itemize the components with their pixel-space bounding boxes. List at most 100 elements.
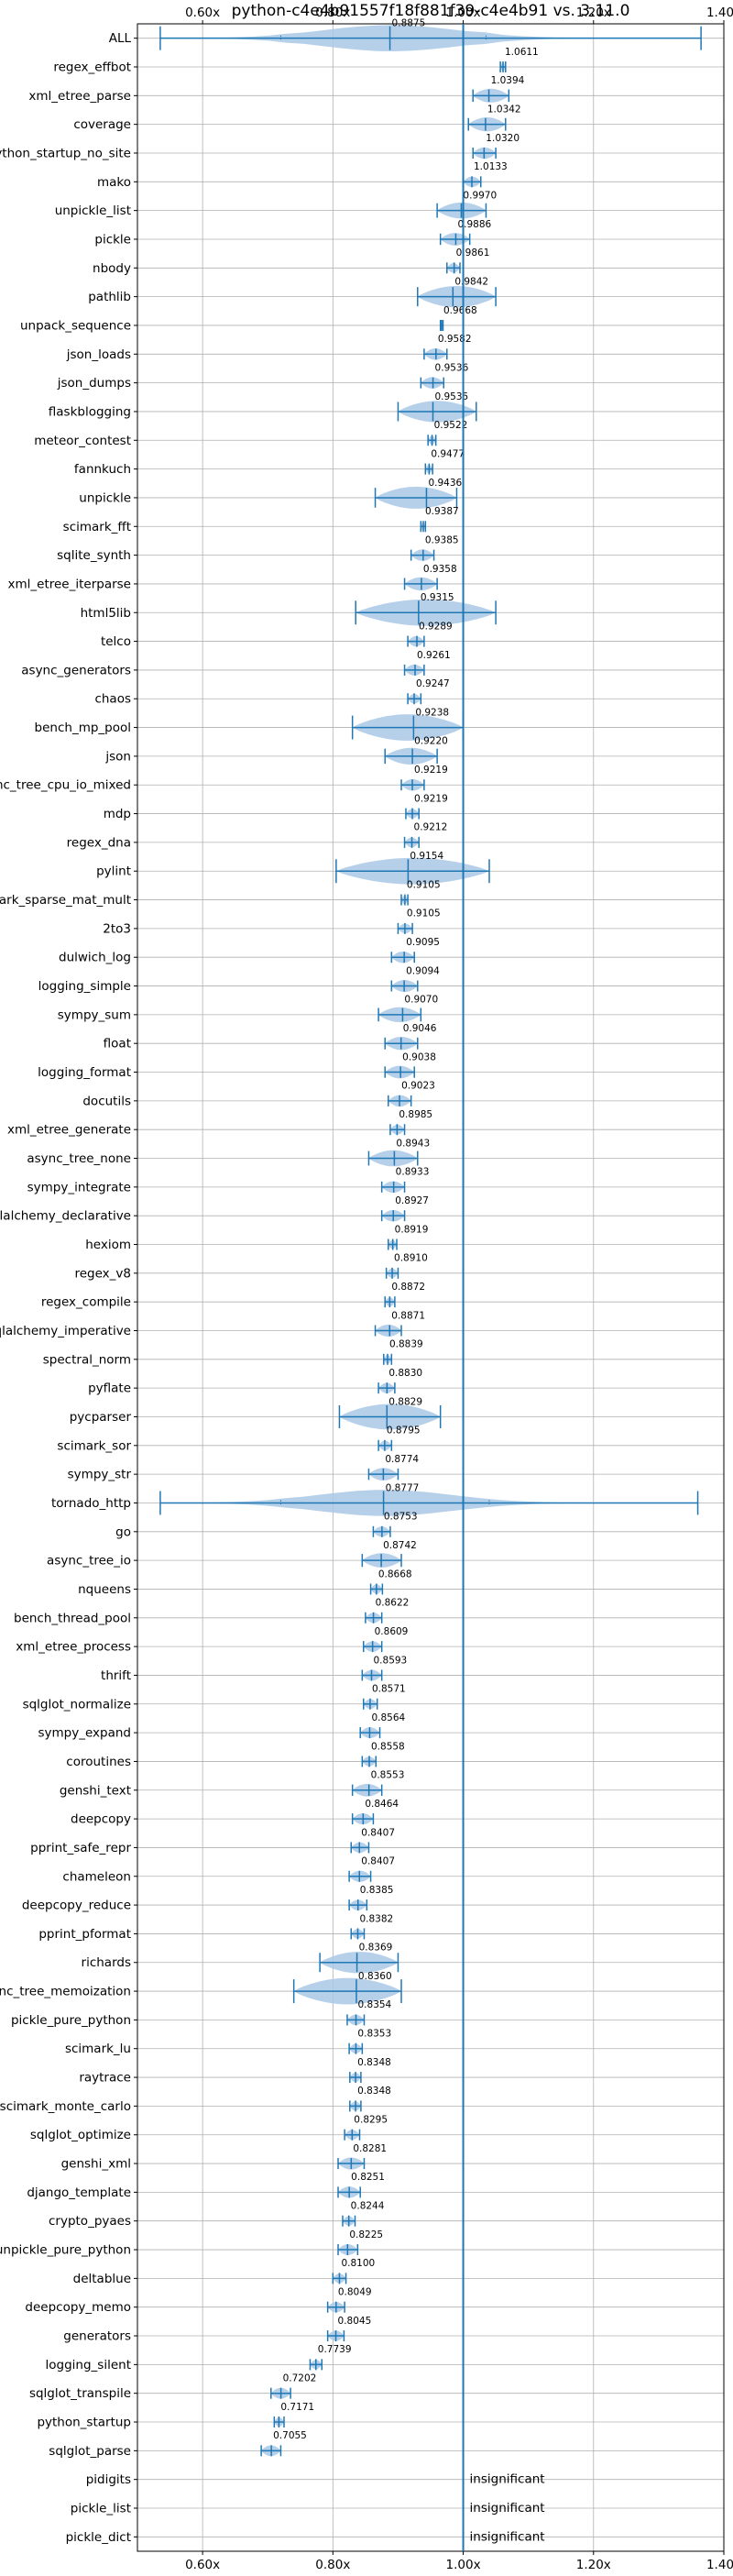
insignificant-label: insignificant <box>470 2501 545 2515</box>
category-label: tornado_http <box>51 1496 131 1511</box>
value-label: 0.8609 <box>375 1626 409 1637</box>
category-label: pathlib <box>88 290 131 304</box>
category-label: unpickle_pure_python <box>0 2243 131 2258</box>
value-label: 1.0394 <box>491 75 525 86</box>
value-label: 0.9477 <box>431 448 465 459</box>
value-label: 0.9536 <box>435 362 469 373</box>
category-label: coroutines <box>66 1755 131 1769</box>
category-label: django_template <box>27 2185 131 2200</box>
category-label: pylint <box>96 864 131 879</box>
value-label: 0.8829 <box>388 1396 422 1407</box>
category-label: sympy_str <box>68 1468 132 1482</box>
value-label: 0.8225 <box>349 2229 383 2240</box>
value-label: 1.0342 <box>487 104 521 115</box>
category-label: deepcopy_reduce <box>22 1899 131 1913</box>
category-label: bench_mp_pool <box>35 721 131 735</box>
category-label: dulwich_log <box>59 951 131 965</box>
value-label: 0.8795 <box>387 1426 421 1437</box>
value-label: 0.8943 <box>396 1138 430 1149</box>
category-label: go <box>115 1525 131 1539</box>
value-label: 0.9385 <box>425 534 459 545</box>
value-label: 0.8100 <box>341 2258 375 2269</box>
value-label: 1.0611 <box>505 47 539 58</box>
value-label: 0.9535 <box>434 391 468 402</box>
value-label: 0.8871 <box>391 1310 425 1321</box>
x-tick-label-bottom: 0.80x <box>315 2558 350 2572</box>
value-label: 0.9238 <box>415 707 449 718</box>
value-label: 0.8553 <box>371 1770 405 1781</box>
category-label: logging_format <box>38 1065 131 1080</box>
category-label: generators <box>63 2329 131 2344</box>
value-label: 0.8049 <box>338 2287 372 2298</box>
x-tick-label-top: 1.00x <box>446 6 481 20</box>
category-label: 2to3 <box>103 921 131 936</box>
category-label: sympy_sum <box>58 1007 131 1022</box>
category-label: chaos <box>94 692 131 707</box>
x-tick-label-top: 1.40x <box>706 6 733 20</box>
value-label: 0.9220 <box>414 736 448 747</box>
category-label: regex_effbot <box>53 60 131 74</box>
category-label: async_tree_none <box>27 1151 131 1166</box>
chart-title: python-c4e4b91557f18f881f39-c4e4b91 vs. … <box>232 2 630 20</box>
category-label: hexiom <box>85 1238 131 1252</box>
value-label: 0.8985 <box>399 1109 432 1120</box>
category-label: sqlglot_optimize <box>30 2128 131 2142</box>
category-label: python_startup_no_site <box>0 146 131 160</box>
category-label: html5lib <box>81 606 131 621</box>
value-label: 0.8927 <box>395 1195 429 1206</box>
value-label: 0.8353 <box>357 2029 391 2040</box>
value-label: 0.8872 <box>391 1282 425 1293</box>
value-label: 0.9247 <box>416 678 450 689</box>
value-label: 0.8295 <box>354 2115 388 2126</box>
value-label: 0.8830 <box>388 1368 422 1379</box>
value-label: 0.9105 <box>407 908 441 919</box>
category-label: pyflate <box>88 1382 131 1396</box>
category-label: async_tree_memoization <box>0 1985 131 1999</box>
value-label: 0.8558 <box>371 1741 405 1752</box>
category-label: pickle_pure_python <box>11 2013 131 2028</box>
value-label: 0.9842 <box>454 276 488 287</box>
category-label: nqueens <box>78 1582 131 1597</box>
category-label: telco <box>101 634 131 649</box>
category-label: logging_silent <box>46 2358 131 2372</box>
value-label: 0.8593 <box>374 1655 408 1666</box>
category-label: pickle <box>94 232 131 247</box>
value-label: 0.9522 <box>434 420 468 431</box>
category-label: scimark_lu <box>65 2042 131 2056</box>
category-label: mdp <box>104 807 131 821</box>
category-label: flaskblogging <box>49 404 131 419</box>
value-label: 0.8933 <box>396 1167 430 1178</box>
value-label: 0.8407 <box>361 1856 395 1867</box>
category-label: json <box>104 749 131 764</box>
value-label: 0.8407 <box>361 1827 395 1838</box>
category-label: xml_etree_process <box>16 1640 131 1655</box>
category-label: pickle_dict <box>66 2530 131 2545</box>
category-label: pickle_list <box>71 2502 131 2516</box>
category-label: pprint_pformat <box>38 1927 131 1942</box>
category-label: deltablue <box>73 2272 131 2286</box>
category-label: genshi_xml <box>61 2157 131 2172</box>
category-label: genshi_text <box>60 1783 131 1798</box>
value-label: 0.7739 <box>318 2344 352 2355</box>
value-label: 0.8348 <box>357 2086 391 2097</box>
value-label: 0.9970 <box>463 190 497 201</box>
value-label: 0.8244 <box>351 2201 385 2212</box>
value-label: 0.8742 <box>383 1540 417 1551</box>
value-label: 0.8251 <box>351 2172 385 2183</box>
value-label: 0.9387 <box>425 506 459 517</box>
value-label: 0.7202 <box>283 2373 317 2384</box>
category-label: fannkuch <box>74 462 131 477</box>
value-label: 0.9861 <box>456 248 490 259</box>
value-label: 1.0320 <box>486 133 520 144</box>
x-tick-label-bottom: 1.00x <box>446 2558 481 2572</box>
value-label: 0.9219 <box>414 765 448 776</box>
x-tick-label-bottom: 1.20x <box>576 2558 611 2572</box>
category-label: raytrace <box>79 2071 131 2086</box>
category-label: sympy_integrate <box>27 1180 131 1194</box>
value-label: 0.8464 <box>365 1799 399 1810</box>
value-label: 0.9219 <box>414 793 448 804</box>
category-label: spectral_norm <box>43 1352 131 1367</box>
category-label: sympy_expand <box>38 1726 131 1741</box>
category-label: regex_dna <box>67 835 131 850</box>
value-label: 0.8668 <box>378 1569 412 1580</box>
